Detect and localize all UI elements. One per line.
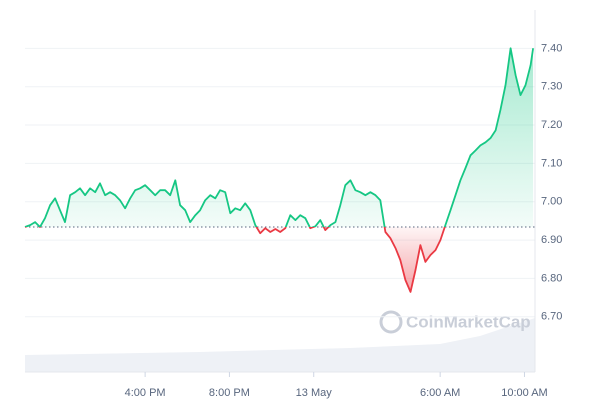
x-tick-label: 13 May [296, 387, 333, 399]
y-tick-label: 7.30 [541, 81, 562, 93]
x-tick-label: 10:00 AM [501, 387, 547, 399]
watermark-text: CoinMarketCap [406, 312, 531, 331]
y-tick-label: 6.80 [541, 272, 562, 284]
y-tick-label: 7.40 [541, 42, 562, 54]
watermark: CoinMarketCap [379, 310, 531, 334]
y-tick-label: 7.20 [541, 119, 562, 131]
x-tick-label: 8:00 PM [209, 387, 250, 399]
x-tick-label: 6:00 AM [420, 387, 460, 399]
price-line [24, 47, 534, 293]
x-tick-label: 4:00 PM [125, 387, 166, 399]
y-tick-label: 7.00 [541, 196, 562, 208]
volume-area [25, 318, 535, 372]
y-tick-label: 7.10 [541, 157, 562, 169]
price-area [25, 48, 534, 292]
y-tick-label: 6.70 [541, 311, 562, 323]
y-tick-label: 6.90 [541, 234, 562, 246]
